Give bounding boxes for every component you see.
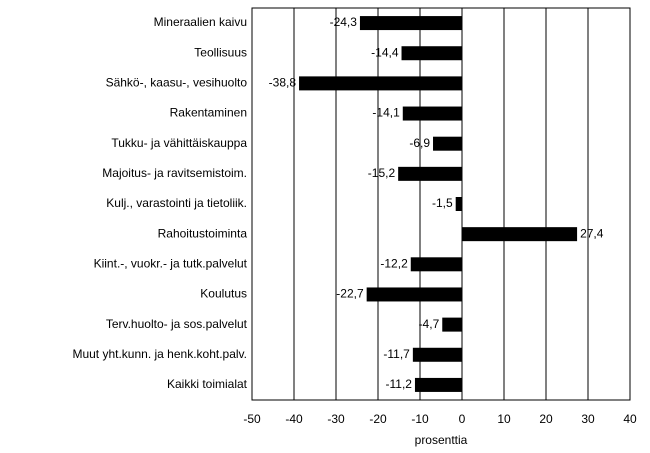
x-tick-label: 0 bbox=[459, 412, 466, 426]
bar bbox=[442, 317, 462, 332]
value-label: 27,4 bbox=[580, 226, 604, 240]
category-label: Rahoitustoiminta bbox=[158, 226, 248, 240]
x-tick-label: -50 bbox=[243, 412, 261, 426]
x-tick-label: 20 bbox=[539, 412, 553, 426]
value-label: -24,3 bbox=[330, 15, 358, 29]
category-label: Kulj., varastointi ja tietoliik. bbox=[106, 196, 247, 210]
x-tick-label: -40 bbox=[285, 412, 303, 426]
category-label: Teollisuus bbox=[194, 45, 247, 59]
category-label: Terv.huolto- ja sos.palvelut bbox=[106, 317, 248, 331]
bar bbox=[455, 197, 462, 211]
value-label: -4,7 bbox=[419, 317, 440, 331]
x-tick-label: -30 bbox=[327, 412, 345, 426]
bar bbox=[402, 106, 462, 121]
bar bbox=[414, 377, 462, 392]
x-tick-label: 30 bbox=[581, 412, 595, 426]
bar bbox=[299, 76, 462, 91]
value-label: -22,7 bbox=[336, 287, 364, 301]
bar bbox=[359, 16, 462, 31]
value-label: -14,1 bbox=[372, 106, 400, 120]
x-tick-label: 40 bbox=[623, 412, 637, 426]
category-label: Sähkö-, kaasu-, vesihuolto bbox=[106, 76, 248, 90]
category-label: Kiint.-, vuokr.- ja tutk.palvelut bbox=[94, 256, 248, 270]
value-label: -38,8 bbox=[269, 76, 297, 90]
bar bbox=[398, 166, 462, 181]
category-label: Rakentaminen bbox=[170, 106, 247, 120]
category-label: Majoitus- ja ravitsemistoim. bbox=[102, 166, 247, 180]
category-label: Tukku- ja vähittäiskauppa bbox=[111, 136, 247, 150]
x-tick-label: -10 bbox=[411, 412, 429, 426]
bar bbox=[410, 257, 462, 272]
category-label: Kaikki toimialat bbox=[167, 377, 248, 391]
bar bbox=[433, 136, 462, 151]
category-label: Mineraalien kaivu bbox=[154, 15, 247, 29]
value-label: -14,4 bbox=[371, 45, 399, 59]
value-label: -11,2 bbox=[385, 377, 412, 391]
bar bbox=[366, 287, 462, 302]
x-tick-label: -20 bbox=[369, 412, 387, 426]
bar bbox=[462, 227, 578, 242]
bar bbox=[412, 347, 462, 362]
value-label: -15,2 bbox=[368, 166, 396, 180]
x-axis-label: prosenttia bbox=[415, 433, 468, 447]
value-label: -1,5 bbox=[432, 196, 453, 210]
category-label: Muut yht.kunn. ja henk.koht.palv. bbox=[72, 347, 247, 361]
value-label: -11,7 bbox=[383, 347, 410, 361]
category-label: Koulutus bbox=[200, 287, 247, 301]
bar bbox=[401, 46, 462, 61]
value-label: -12,2 bbox=[380, 256, 408, 270]
x-tick-label: 10 bbox=[497, 412, 511, 426]
value-label: -6,9 bbox=[409, 136, 430, 150]
